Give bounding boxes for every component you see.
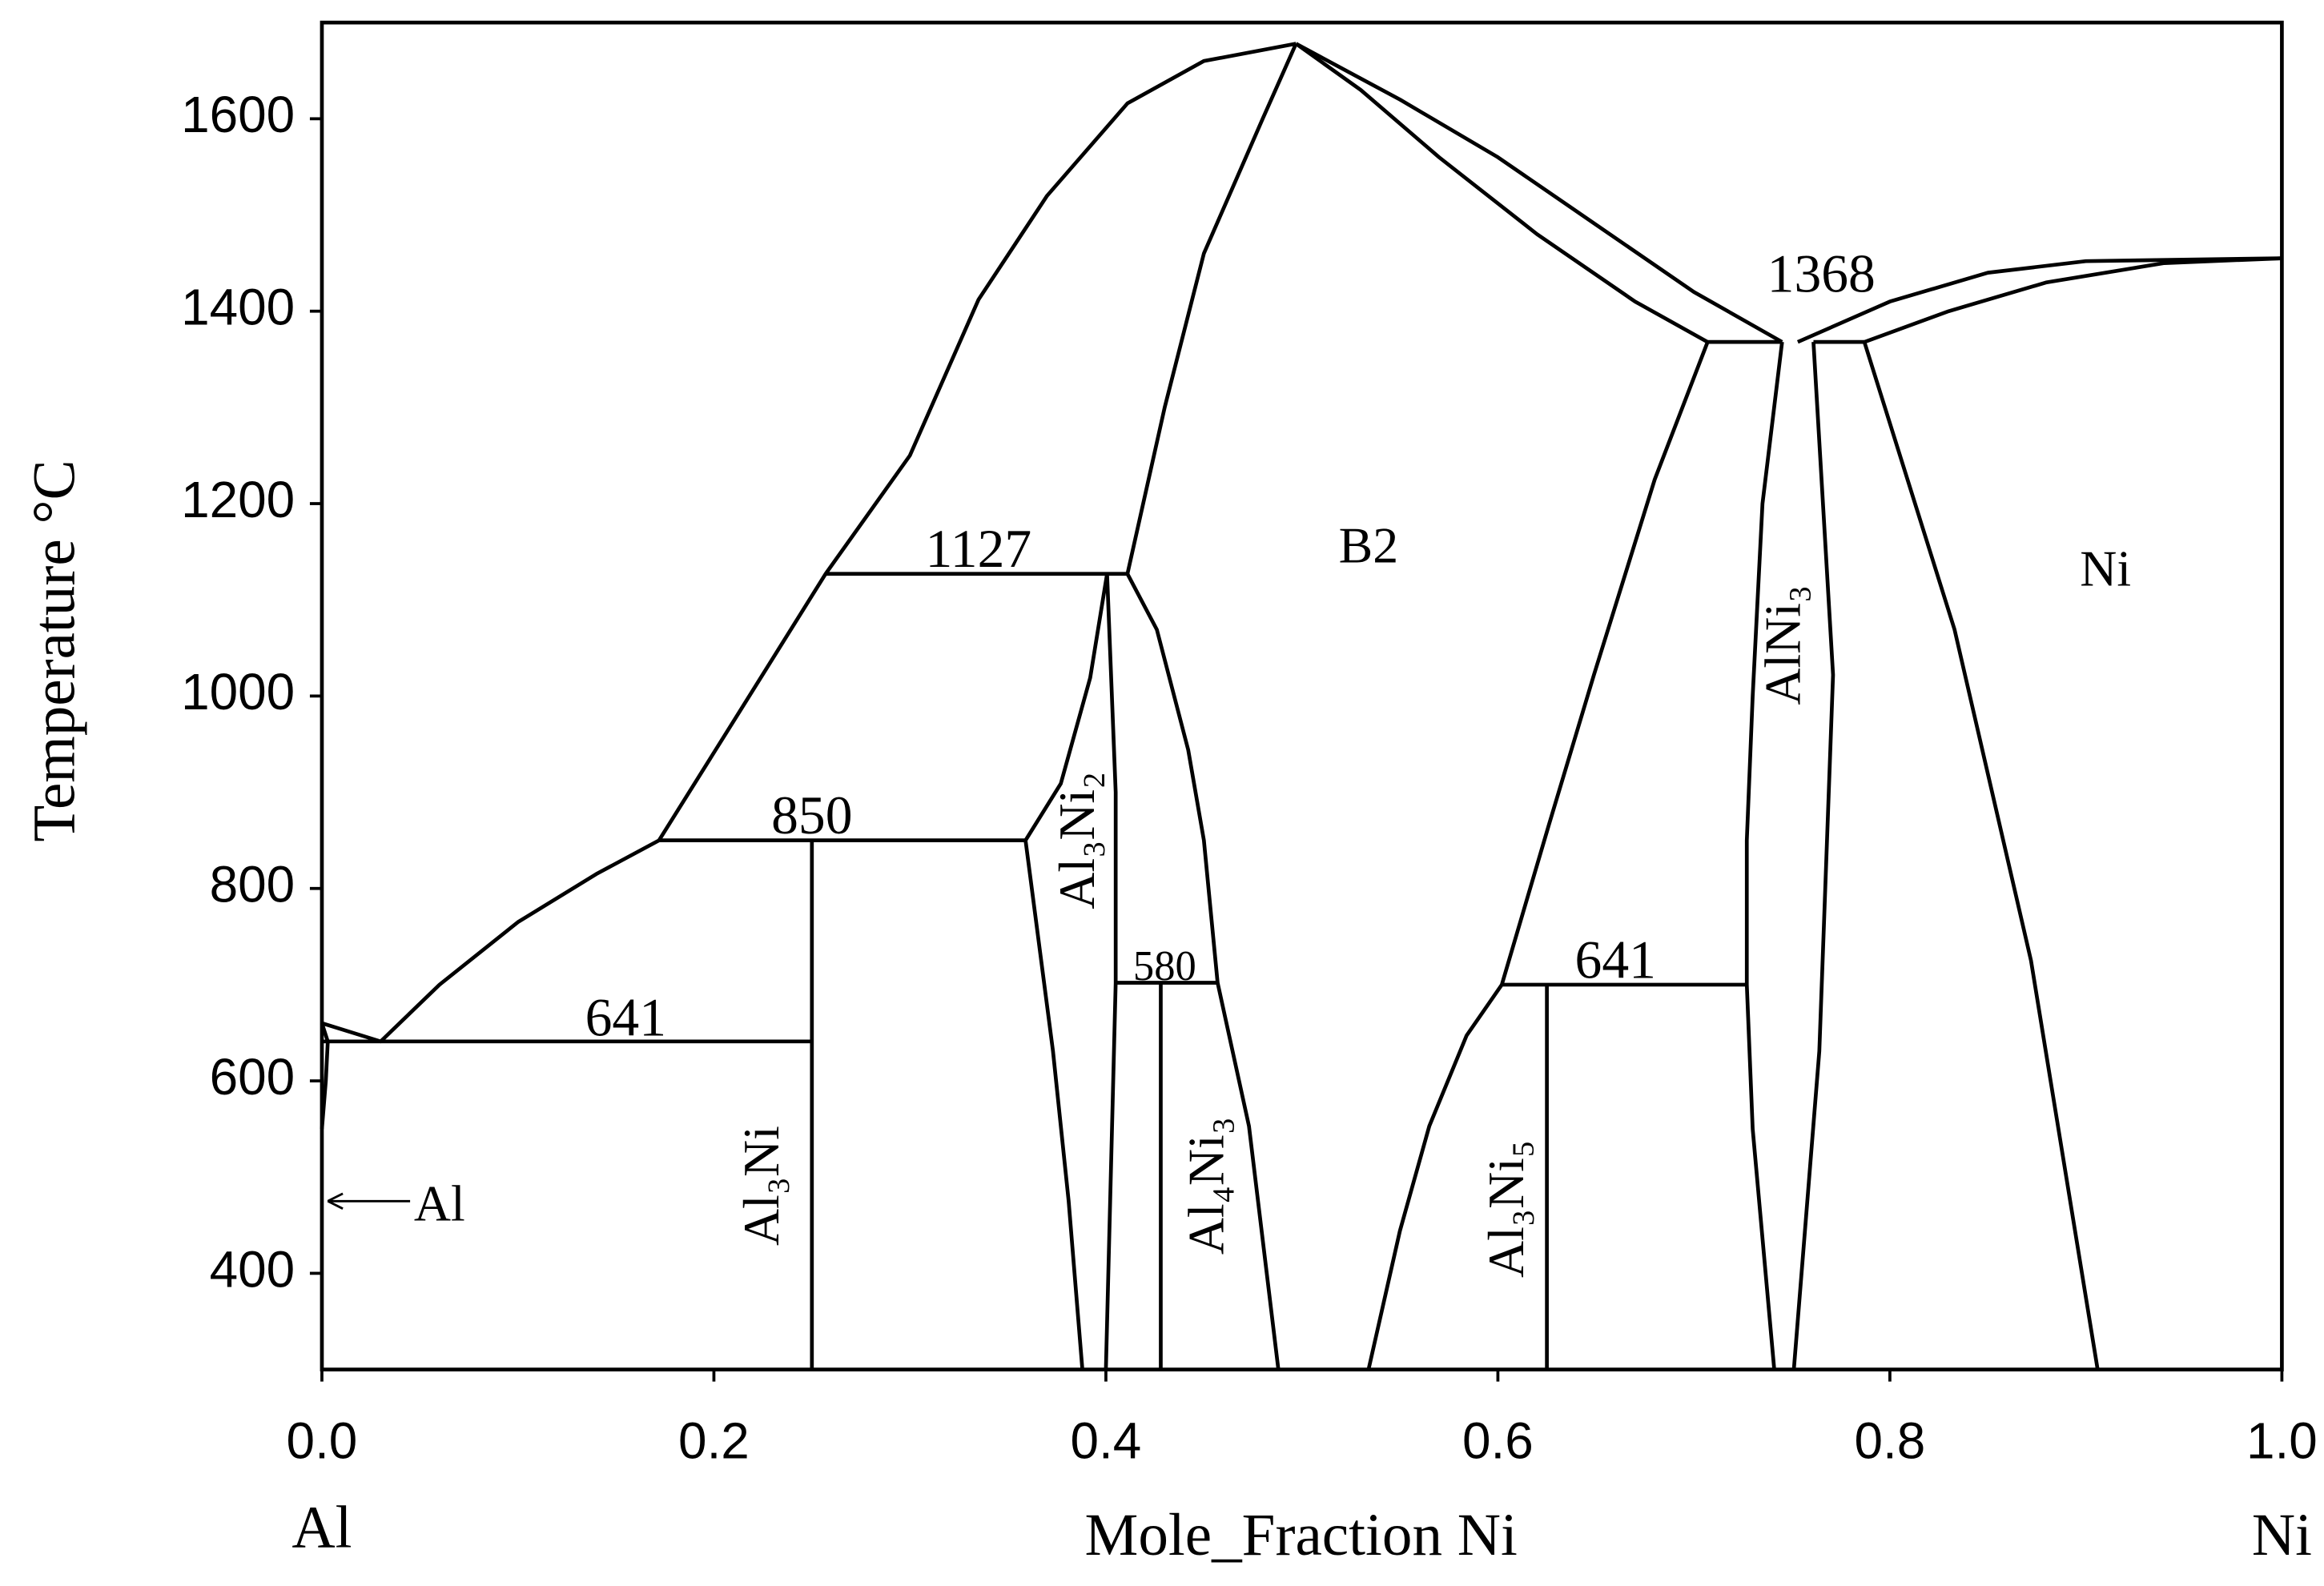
y-tick-label: 1400: [181, 279, 295, 336]
region-label: 580: [1133, 943, 1196, 990]
region-label: 1127: [926, 519, 1032, 579]
phase-boundary: [1366, 341, 1710, 1371]
phase-boundary: [1104, 573, 1118, 1370]
y-tick-label: 600: [210, 1048, 296, 1106]
x-tick-label: 0.8: [1855, 1411, 1926, 1469]
region-label: Al₃Ni₂: [1048, 772, 1105, 909]
x-tick-label: 0.2: [678, 1411, 750, 1469]
phase-boundary: [321, 42, 1297, 1044]
phase-boundary: [1295, 42, 1783, 344]
y-tick-label: 800: [210, 856, 296, 913]
region-label: 1368: [1767, 244, 1876, 304]
phase-boundary: [320, 1022, 330, 1130]
component-label: Al: [292, 1495, 352, 1561]
region-label: Al₄Ni₃: [1178, 1117, 1235, 1255]
region-label: Ni: [2080, 540, 2131, 596]
phase-boundary: [1125, 572, 1281, 1370]
y-axis-title: Temperature °C: [21, 460, 87, 841]
y-tick-label: 1600: [181, 86, 295, 143]
phase-boundary: [1864, 256, 2282, 344]
region-label: AlNi₃: [1754, 585, 1811, 705]
arrow-head: [327, 1192, 344, 1210]
region-label: 641: [585, 988, 666, 1048]
y-tick-label: 1200: [181, 471, 295, 528]
component-label: Ni: [2252, 1502, 2312, 1568]
region-label: Al₃Ni: [733, 1126, 790, 1246]
phase-boundary: [1796, 256, 2282, 344]
x-tick-label: 0.4: [1071, 1411, 1142, 1469]
x-axis-title: Mole_Fraction Ni: [1085, 1502, 1518, 1568]
region-label: 850: [771, 785, 852, 845]
region-label: B2: [1339, 517, 1399, 574]
x-tick-label: 0.0: [287, 1411, 358, 1469]
x-tick-label: 0.6: [1462, 1411, 1534, 1469]
y-tick-label: 400: [210, 1240, 296, 1298]
region-label: Al₃Ni₅: [1478, 1140, 1534, 1278]
phase-boundary: [1862, 341, 2100, 1370]
phase-boundary: [1125, 42, 1298, 575]
phase-boundary: [1294, 42, 1709, 344]
phase-boundary: [1744, 341, 1784, 1370]
phase-boundary: [1791, 342, 1835, 1370]
y-tick-label: 1000: [181, 663, 295, 721]
plot-frame: [320, 20, 2284, 1371]
region-label: Al: [414, 1175, 465, 1232]
region-label: 641: [1575, 930, 1656, 990]
phase-boundary: [1023, 573, 1109, 1370]
x-tick-label: 1.0: [2246, 1411, 2318, 1469]
